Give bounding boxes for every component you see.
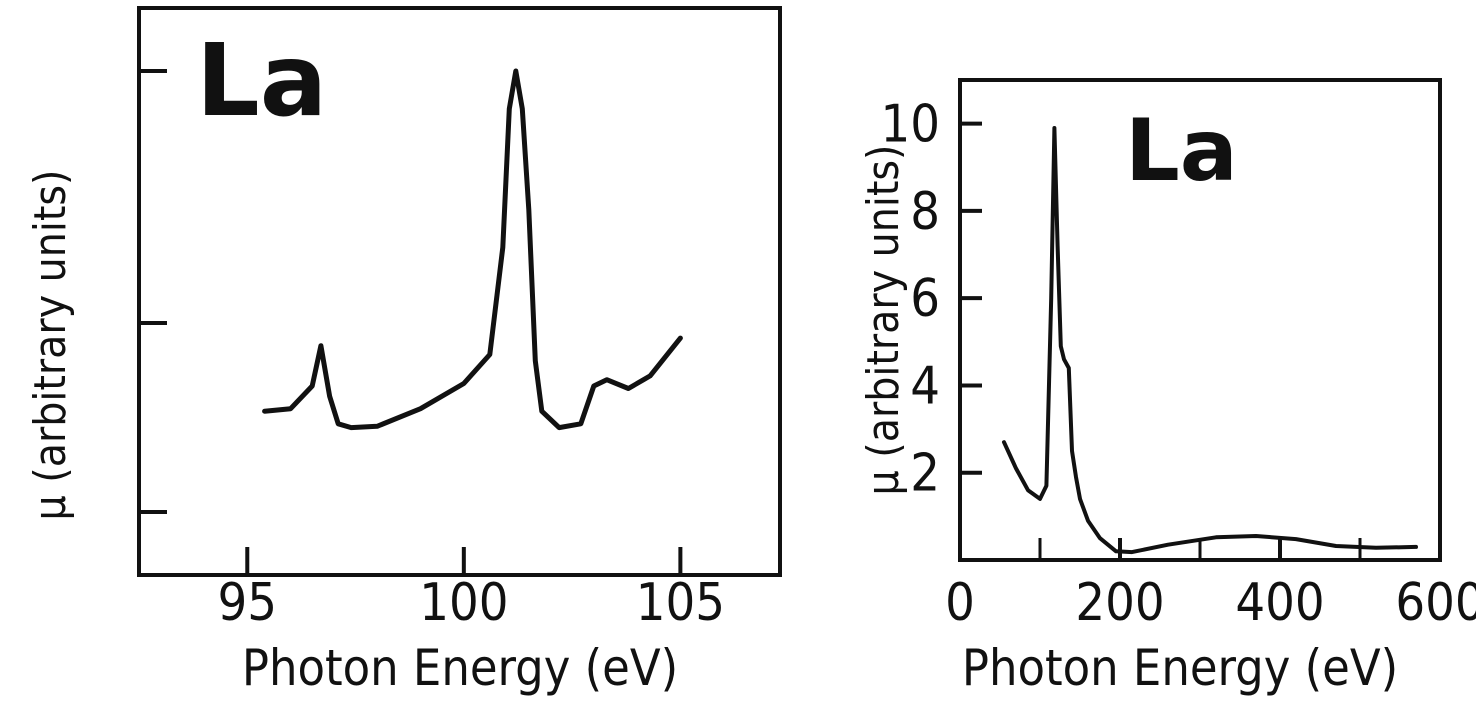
x-tick-label: 200: [1075, 573, 1164, 633]
right-y-tick-group: [960, 121, 982, 475]
left-series-line: [262, 68, 683, 431]
left-plot-frame: [137, 6, 782, 577]
right-panel-label: La: [1125, 101, 1238, 201]
x-tick-label: 0: [945, 573, 975, 633]
left-x-tick-labels: 95 100 105: [218, 573, 726, 633]
x-tick-label: 100: [419, 573, 508, 633]
y-tick-label: 6: [910, 269, 940, 329]
y-tick-label: 2: [910, 444, 940, 504]
right-series-line: [1002, 126, 1418, 555]
right-x-tick-group: [958, 538, 1442, 560]
y-tick-label: 10: [880, 95, 940, 155]
left-chart: La 95 100 105 Photon Energy (eV) μ (arbitr…: [25, 6, 782, 697]
right-y-tick-labels: 2 4 6 8 10: [880, 95, 940, 504]
x-tick-label: 105: [636, 573, 725, 633]
right-x-axis-title: Photon Energy (eV): [962, 639, 1398, 697]
y-tick-label: 4: [910, 356, 940, 416]
x-tick-label: 600: [1395, 573, 1476, 633]
right-x-tick-labels: 0 200 400 600: [945, 573, 1476, 633]
left-y-axis-title: μ (arbitrary units): [25, 170, 76, 521]
x-tick-label: 400: [1235, 573, 1324, 633]
x-tick-label: 95: [218, 573, 278, 633]
right-y-axis-title: μ (arbitrary units): [858, 145, 909, 496]
y-tick-label: 8: [910, 182, 940, 242]
left-x-tick-group: [245, 547, 683, 575]
left-y-tick-group: [139, 69, 167, 514]
left-x-axis-title: Photon Energy (eV): [242, 639, 678, 697]
left-panel-label: La: [196, 22, 327, 139]
